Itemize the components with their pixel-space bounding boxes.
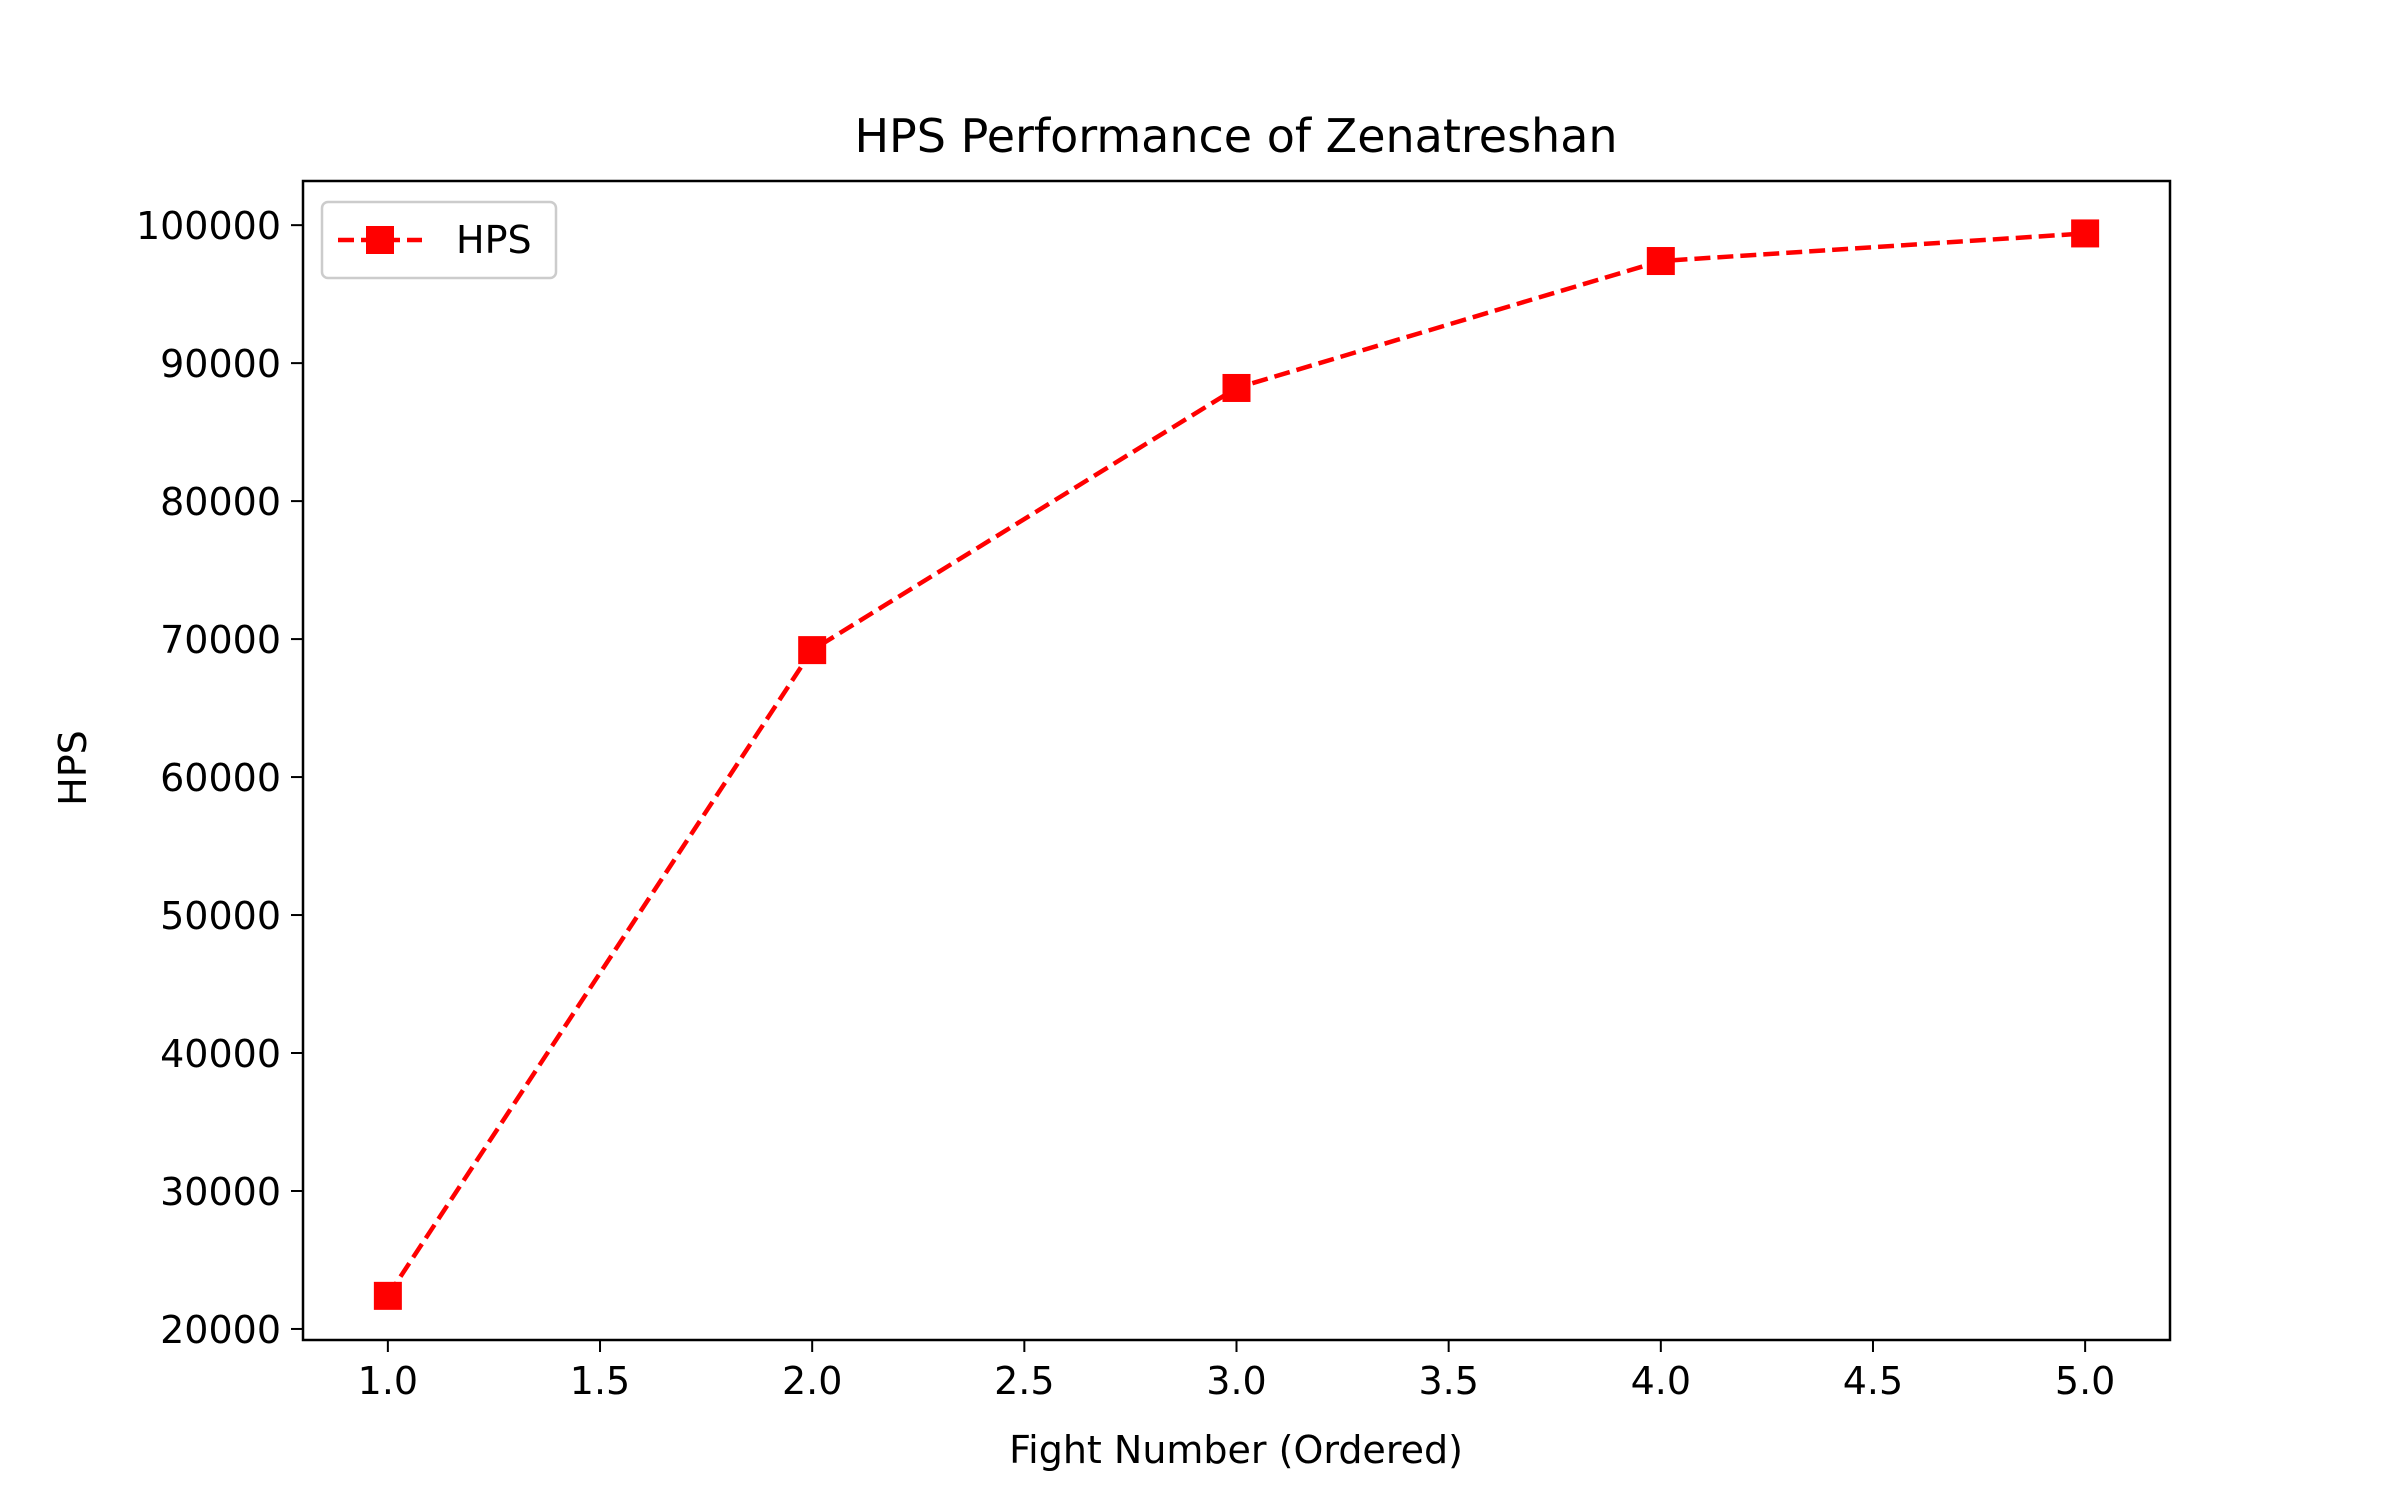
data-point-marker [2071, 219, 2100, 248]
x-tick-label: 4.5 [1843, 1359, 1903, 1403]
y-tick-label: 90000 [160, 342, 281, 386]
legend: HPS [320, 200, 558, 280]
y-axis-label: HPS [51, 730, 95, 806]
data-point-marker [373, 1281, 402, 1310]
x-tick-label: 3.0 [1206, 1359, 1266, 1403]
legend-label: HPS [456, 218, 532, 262]
x-axis-label: Fight Number (Ordered) [1009, 1428, 1463, 1472]
x-tick-label: 1.0 [358, 1359, 418, 1403]
y-tick-label: 70000 [160, 618, 281, 662]
x-tick-label: 3.5 [1418, 1359, 1478, 1403]
x-tick-label: 2.0 [782, 1359, 842, 1403]
plot-frame [301, 179, 2172, 1342]
data-point-marker [1646, 247, 1675, 276]
x-tick-label: 1.5 [570, 1359, 630, 1403]
x-tick-label: 5.0 [2055, 1359, 2115, 1403]
y-tick-label: 80000 [160, 480, 281, 524]
y-tick-label: 50000 [160, 894, 281, 938]
data-point-marker [798, 636, 827, 665]
series-layer [373, 219, 2100, 1310]
x-tick-label: 2.5 [994, 1359, 1054, 1403]
y-tick-label: 30000 [160, 1170, 281, 1214]
legend-box [320, 200, 558, 280]
x-tick-label: 4.0 [1631, 1359, 1691, 1403]
y-tick-label: 100000 [136, 204, 281, 248]
legend-marker [366, 226, 394, 254]
data-point-marker [1222, 373, 1251, 402]
y-tick-label: 20000 [160, 1308, 281, 1352]
chart-title: HPS Performance of Zenatreshan [854, 109, 1617, 163]
y-tick-label: 40000 [160, 1032, 281, 1076]
y-tick-label: 60000 [160, 756, 281, 800]
axes-layer: 1.0 1.5 2.0 2.5 3.0 3.5 4.0 4.5 5.0 20000 30000 400… [136, 179, 2172, 1403]
